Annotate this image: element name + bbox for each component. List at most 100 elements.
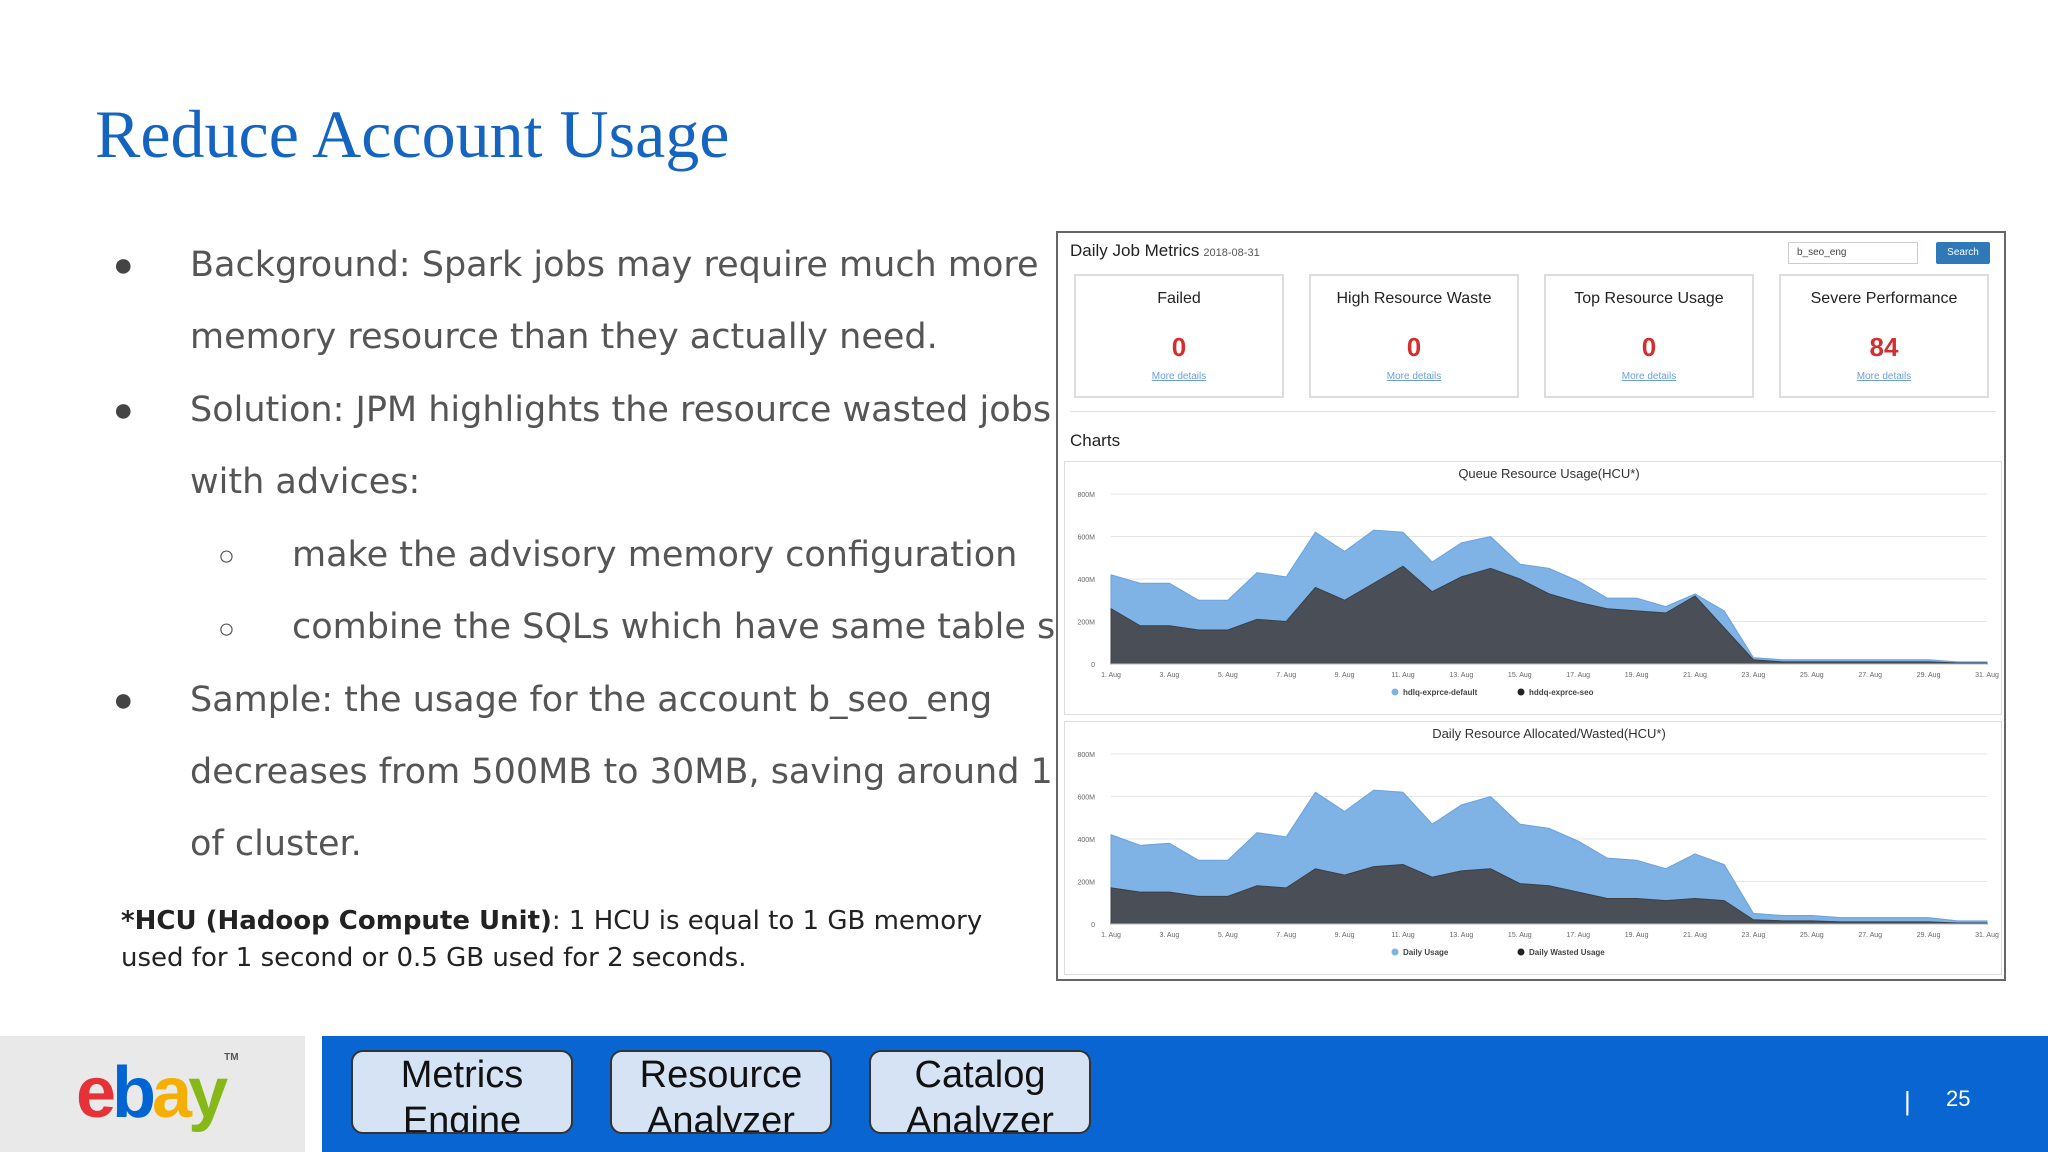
metric-card-severe-performance: Severe Performance 84 More details bbox=[1779, 274, 1989, 398]
area-series-2 bbox=[1110, 863, 1988, 925]
footer-bar bbox=[322, 1036, 2048, 1152]
y-tick-label: 800M bbox=[1077, 492, 1095, 499]
hcu-footnote: *HCU (Hadoop Compute Unit): 1 HCU is equ… bbox=[121, 903, 1051, 977]
x-tick-label: 19. Aug bbox=[1625, 672, 1649, 679]
x-tick-label: 7. Aug bbox=[1276, 672, 1296, 679]
bullet-3-line-2: decreases from 500MB to 30MB, saving aro… bbox=[190, 752, 1120, 792]
x-tick-label: 29. Aug bbox=[1917, 672, 1941, 679]
legend-marker bbox=[1517, 688, 1525, 696]
x-tick-label: 27. Aug bbox=[1858, 932, 1882, 939]
x-tick-label: 25. Aug bbox=[1800, 672, 1824, 679]
legend-marker bbox=[1391, 688, 1399, 696]
x-tick-label: 31. Aug bbox=[1975, 932, 1999, 939]
x-tick-label: 11. Aug bbox=[1391, 932, 1414, 939]
x-tick-label: 11. Aug bbox=[1391, 672, 1414, 679]
metric-card-value: 84 bbox=[1869, 332, 1899, 362]
x-tick-label: 1. Aug bbox=[1101, 932, 1121, 939]
catalog-analyzer-button[interactable]: Catalog Analyzer bbox=[869, 1050, 1091, 1134]
bullet-1-line-2: memory resource than they actually need. bbox=[190, 317, 938, 357]
metric-card-value: 0 bbox=[1171, 332, 1187, 362]
x-tick-label: 25. Aug bbox=[1800, 932, 1824, 939]
x-tick-label: 5. Aug bbox=[1218, 672, 1238, 679]
daily-resource-allocated-svg: Daily Resource Allocated/Wasted(HCU*) 0 20… bbox=[1077, 726, 1999, 957]
nav-button-line: Engine bbox=[402, 1100, 522, 1134]
slide-title: Reduce Account Usage bbox=[95, 96, 730, 172]
y-tick-label: 400M bbox=[1077, 577, 1095, 584]
divider bbox=[1070, 411, 1996, 412]
x-tick-label: 13. Aug bbox=[1450, 672, 1474, 679]
x-tick-label: 23. Aug bbox=[1742, 672, 1766, 679]
more-details-link[interactable]: More details bbox=[1856, 371, 1912, 382]
sub-bullet-ring: ○ bbox=[218, 540, 235, 571]
dashboard-screenshot: Daily Job Metrics 2018-08-31 b_seo_eng Se… bbox=[1056, 231, 2006, 981]
hcu-footnote-definition: : 1 HCU is equal to 1 GB memory used for… bbox=[121, 906, 983, 973]
bullet-2-line-2: with advices: bbox=[190, 462, 421, 502]
bullet-dot: ● bbox=[113, 246, 134, 284]
bullet-3-line-1: Sample: the usage for the account b_seo_… bbox=[190, 680, 993, 720]
dashboard-title: Daily Job Metrics 2018-08-31 bbox=[1070, 241, 1260, 261]
legend-label: hdlq-exprce-default bbox=[1403, 688, 1478, 697]
chart-title: Daily Resource Allocated/Wasted(HCU*) bbox=[1432, 726, 1666, 741]
legend-label: Daily Usage bbox=[1403, 948, 1449, 957]
more-details-link[interactable]: More details bbox=[1621, 371, 1677, 382]
bullet-2-line-1: Solution: JPM highlights the resource wa… bbox=[190, 390, 1052, 430]
x-tick-label: 3. Aug bbox=[1159, 932, 1179, 939]
account-search-input[interactable]: b_seo_eng bbox=[1788, 242, 1918, 264]
metric-card-label: Failed bbox=[1157, 290, 1201, 307]
y-tick-label: 0 bbox=[1091, 922, 1095, 929]
chart-title: Queue Resource Usage(HCU*) bbox=[1458, 466, 1639, 481]
nav-button-line: Analyzer bbox=[906, 1100, 1054, 1134]
x-tick-label: 3. Aug bbox=[1159, 672, 1179, 679]
dashboard-title-text: Daily Job Metrics bbox=[1070, 241, 1200, 260]
more-details-link[interactable]: More details bbox=[1151, 371, 1207, 382]
metric-card-label: Top Resource Usage bbox=[1574, 290, 1724, 307]
x-tick-label: 9. Aug bbox=[1335, 672, 1355, 679]
metric-card-label: Severe Performance bbox=[1810, 290, 1958, 307]
nav-button-line: Resource bbox=[639, 1054, 803, 1096]
x-tick-label: 7. Aug bbox=[1276, 932, 1296, 939]
x-tick-label: 19. Aug bbox=[1625, 932, 1649, 939]
dashboard-date: 2018-08-31 bbox=[1203, 247, 1260, 259]
legend-marker bbox=[1517, 948, 1525, 956]
x-tick-label: 17. Aug bbox=[1566, 932, 1590, 939]
sub-bullet-2: combine the SQLs which have same table s… bbox=[292, 607, 1119, 647]
x-tick-label: 31. Aug bbox=[1975, 672, 1999, 679]
search-button[interactable]: Search bbox=[1936, 242, 1990, 264]
x-tick-label: 29. Aug bbox=[1917, 932, 1941, 939]
page-number: 25 bbox=[1946, 1086, 1971, 1111]
metric-card-label: High Resource Waste bbox=[1336, 290, 1492, 307]
y-tick-label: 200M bbox=[1077, 880, 1095, 887]
x-tick-label: 17. Aug bbox=[1566, 672, 1590, 679]
bullet-1-line-1: Background: Spark jobs may require much … bbox=[190, 245, 1039, 285]
x-tick-label: 15. Aug bbox=[1508, 932, 1532, 939]
logo-letter: y bbox=[188, 1053, 228, 1133]
queue-resource-usage-chart: Queue Resource Usage(HCU*) 0 200M 400M 600M 8… bbox=[1064, 461, 2002, 715]
bullet-3-line-3: of cluster. bbox=[190, 824, 362, 864]
bullet-dot: ● bbox=[113, 391, 134, 429]
x-tick-label: 21. Aug bbox=[1683, 672, 1707, 679]
bullet-dot: ● bbox=[113, 681, 134, 719]
footer-logo-panel bbox=[0, 1036, 305, 1152]
y-tick-label: 800M bbox=[1077, 752, 1095, 759]
more-details-link[interactable]: More details bbox=[1386, 371, 1442, 382]
daily-resource-allocated-chart: Daily Resource Allocated/Wasted(HCU*) 0 20… bbox=[1064, 721, 2002, 975]
logo-letter: e bbox=[76, 1053, 116, 1133]
legend-marker bbox=[1391, 948, 1399, 956]
y-tick-label: 0 bbox=[1091, 662, 1095, 669]
resource-analyzer-button[interactable]: Resource Analyzer bbox=[610, 1050, 832, 1134]
x-tick-label: 5. Aug bbox=[1218, 932, 1238, 939]
y-tick-label: 200M bbox=[1077, 620, 1095, 627]
y-tick-label: 600M bbox=[1077, 535, 1095, 542]
metric-card-failed: Failed 0 More details bbox=[1074, 274, 1284, 398]
x-tick-label: 1. Aug bbox=[1101, 672, 1121, 679]
sub-bullet-1: make the advisory memory configuration bbox=[292, 535, 1018, 575]
nav-button-line: Analyzer bbox=[647, 1100, 795, 1134]
logo-letter: a bbox=[152, 1053, 192, 1133]
metric-card-high-resource-waste: High Resource Waste 0 More details bbox=[1309, 274, 1519, 398]
metrics-engine-button[interactable]: Metrics Engine bbox=[351, 1050, 573, 1134]
legend-label: hddq-exprce-seo bbox=[1529, 688, 1594, 697]
legend-label: Daily Wasted Usage bbox=[1529, 948, 1605, 957]
ebay-logo: ebayTM bbox=[76, 1052, 239, 1134]
nav-button-line: Metrics bbox=[400, 1054, 524, 1096]
sub-bullet-ring: ○ bbox=[218, 613, 235, 644]
